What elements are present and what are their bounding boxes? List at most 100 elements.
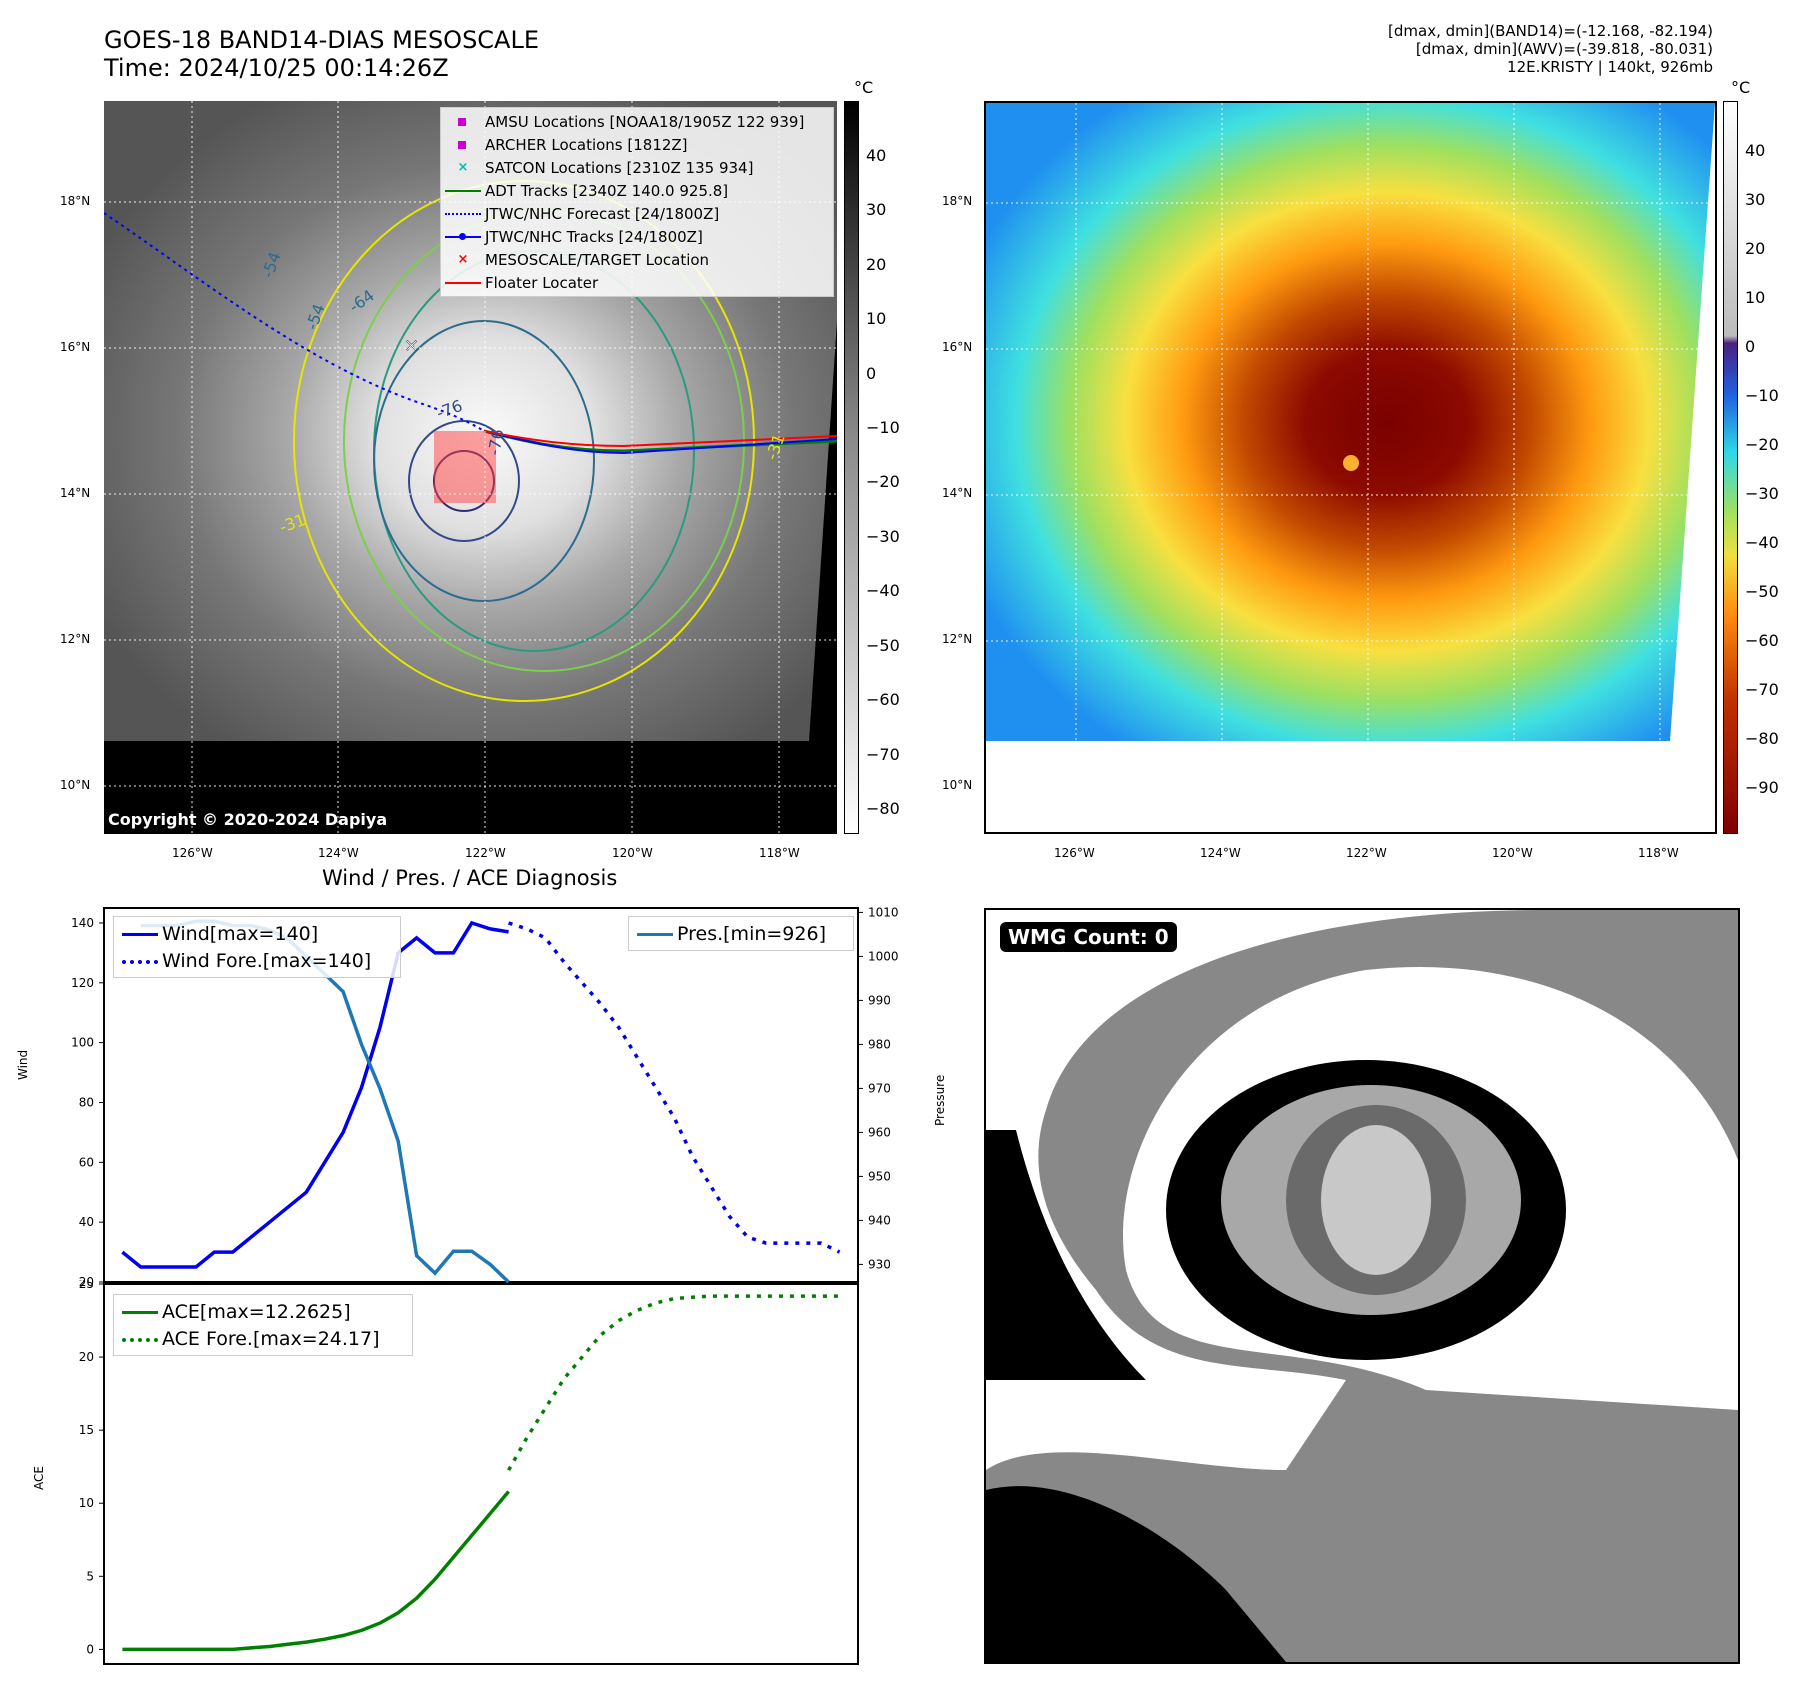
- legend-row: ARCHER Locations [1812Z]: [441, 133, 833, 156]
- lat-label: 18°N: [60, 194, 91, 208]
- series-line: [122, 1490, 510, 1652]
- y-tick-label: 60: [79, 1155, 94, 1169]
- cb-tick: 0: [1745, 337, 1756, 356]
- y-tick-label: 80: [79, 1095, 94, 1109]
- cb-tick: −20: [1745, 435, 1779, 454]
- y2-tick-label: 1010: [868, 905, 899, 919]
- title-line2: Time: 2024/10/25 00:14:26Z: [104, 54, 449, 82]
- legend-label: JTWC/NHC Forecast [24/1800Z]: [485, 204, 720, 223]
- legend-label: MESOSCALE/TARGET Location: [485, 250, 710, 269]
- lat-label: 16°N: [942, 340, 973, 354]
- lon-label: 126°W: [172, 846, 213, 860]
- lon-label: 126°W: [1054, 846, 1095, 860]
- cb-tick: −10: [1745, 386, 1779, 405]
- legend-label: JTWC/NHC Tracks [24/1800Z]: [485, 227, 703, 246]
- lat-label: 12°N: [942, 632, 973, 646]
- legend-label: Pres.[min=926]: [677, 922, 826, 945]
- legend-label: ACE[max=12.2625]: [162, 1300, 351, 1323]
- x-marker-icon: ×: [457, 159, 469, 175]
- y-tick-label: 20: [79, 1350, 94, 1364]
- lat-label: 12°N: [60, 632, 91, 646]
- cb-tick: −80: [1745, 729, 1779, 748]
- lon-label: 124°W: [1200, 846, 1241, 860]
- cb-tick: −50: [866, 636, 900, 655]
- wmg-count-badge: WMG Count: 0: [1000, 922, 1177, 952]
- square-marker-icon: [441, 138, 485, 152]
- square-marker-icon: [441, 115, 485, 129]
- cb-tick: −90: [1745, 778, 1779, 797]
- cb-tick: 0: [866, 364, 877, 383]
- cb-tick: −30: [866, 527, 900, 546]
- plot-frame: [103, 1283, 859, 1665]
- lat-label: 10°N: [942, 778, 973, 792]
- cb-tick: 30: [866, 200, 887, 219]
- target-box: [434, 431, 496, 503]
- cb-tick: 10: [1745, 288, 1766, 307]
- title-line1: GOES-18 BAND14-DIAS MESOSCALE: [104, 26, 540, 54]
- cb-tick: −40: [1745, 533, 1779, 552]
- figure-title: GOES-18 BAND14-DIAS MESOSCALE Time: 2024…: [104, 26, 539, 82]
- ir-legend: AMSU Locations [NOAA18/1905Z 122 939] AR…: [440, 107, 834, 297]
- info-line1: [dmax, dmin](BAND14)=(-12.168, -82.194): [1388, 22, 1713, 40]
- legend-row: JTWC/NHC Forecast [24/1800Z]: [441, 202, 833, 225]
- contour-label: -76: [484, 428, 507, 457]
- y-tick-label: 5: [86, 1569, 94, 1583]
- legend-label: AMSU Locations [NOAA18/1905Z 122 939]: [485, 112, 805, 131]
- mesoscale-marker: ×: [404, 335, 419, 356]
- cb-tick: −10: [866, 418, 900, 437]
- legend-label: ADT Tracks [2340Z 140.0 925.8]: [485, 181, 729, 200]
- legend-row: Wind[max=140]: [118, 920, 396, 947]
- y-tick-label: 0: [86, 1642, 94, 1656]
- legend-label: ACE Fore.[max=24.17]: [162, 1327, 380, 1350]
- lon-label: 118°W: [1638, 846, 1679, 860]
- cb-tick: −80: [866, 799, 900, 818]
- lat-label: 14°N: [60, 486, 91, 500]
- pressure-ylabel: Pressure: [933, 1074, 947, 1126]
- wind-ylabel: Wind: [16, 1049, 30, 1080]
- legend-row: ACE[max=12.2625]: [118, 1298, 408, 1325]
- legend-row: Floater Locater: [441, 271, 833, 294]
- line-icon: [118, 1305, 162, 1319]
- lat-label: 10°N: [60, 778, 91, 792]
- color-map-panel: [984, 101, 1717, 834]
- y-tick-label: 15: [79, 1423, 94, 1437]
- lat-label: 16°N: [60, 340, 91, 354]
- y-tick-label: 120: [71, 976, 94, 990]
- dotted-line-icon: [118, 1332, 162, 1346]
- ir-colorbar-ticks: 40 30 20 10 0 −10 −20 −30 −40 −50 −60 −7…: [866, 101, 916, 834]
- cb-tick: −40: [866, 581, 900, 600]
- y2-tick-label: 990: [868, 993, 891, 1007]
- ir-map-panel: × -54 -54 -64 -76 -76 -31 -31 AMSU Locat…: [104, 101, 837, 834]
- legend-row: × SATCON Locations [2310Z 135 934]: [441, 156, 833, 179]
- legend-row: × MESOSCALE/TARGET Location: [441, 248, 833, 271]
- ir-colorbar: [844, 101, 859, 834]
- legend-row: ADT Tracks [2340Z 140.0 925.8]: [441, 179, 833, 202]
- legend-label: Floater Locater: [485, 273, 599, 292]
- y2-tick-label: 960: [868, 1125, 891, 1139]
- lon-label: 120°W: [612, 846, 653, 860]
- series-line: [121, 920, 509, 1269]
- y2-tick-label: 1000: [868, 949, 899, 963]
- info-line3: 12E.KRISTY | 140kt, 926mb: [1507, 58, 1713, 76]
- line-icon: [441, 276, 485, 290]
- y-tick-label: 25: [79, 1280, 94, 1291]
- wind-legend: Wind[max=140] Wind Fore.[max=140]: [113, 916, 401, 978]
- x-marker-icon: ×: [457, 251, 469, 267]
- y-tick-label: 100: [71, 1036, 94, 1050]
- cb-tick: −60: [866, 690, 900, 709]
- pressure-legend: Pres.[min=926]: [628, 916, 854, 951]
- cb-tick: 40: [866, 146, 887, 165]
- lon-label: 122°W: [1346, 846, 1387, 860]
- legend-row: Pres.[min=926]: [633, 920, 849, 947]
- y2-tick-label: 930: [868, 1257, 891, 1271]
- wmg-panel: WMG Count: 0: [984, 908, 1740, 1664]
- y-tick-label: 40: [79, 1215, 94, 1229]
- line-icon: [118, 927, 162, 941]
- line-icon: [441, 184, 485, 198]
- legend-label: SATCON Locations [2310Z 135 934]: [485, 158, 754, 177]
- cb-tick: −70: [866, 745, 900, 764]
- copyright: Copyright © 2020-2024 Dapiya: [108, 810, 388, 829]
- ir-colorbar-unit: °C: [854, 78, 874, 97]
- lon-label: 120°W: [1492, 846, 1533, 860]
- color-map-image: [986, 103, 1715, 832]
